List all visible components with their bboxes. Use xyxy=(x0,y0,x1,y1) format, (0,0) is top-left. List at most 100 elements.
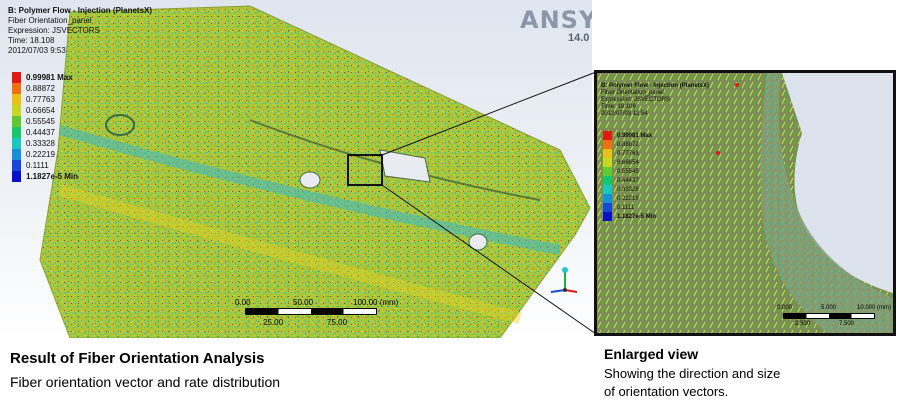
main-legend-swatch xyxy=(12,149,21,160)
enlarged-legend-label: 0.77763 xyxy=(617,150,639,157)
main-legend-label: 0.88872 xyxy=(26,84,55,93)
enlarged-legend-entry: 0.33328 xyxy=(603,185,639,194)
main-legend-entry: 0.55545 xyxy=(12,116,55,127)
ansys-version: 14.0 xyxy=(568,32,590,44)
enlarged-title: B: Polymer Flow - Injection (PlanetsX) xyxy=(601,83,710,89)
main-legend-label: 0.55545 xyxy=(26,117,55,126)
result-header: B: Polymer Flow - Injection (PlanetsX) F… xyxy=(8,6,152,56)
enlarged-legend-label: 0.1111 xyxy=(617,204,635,211)
main-legend-swatch xyxy=(12,171,21,182)
enlarged-legend-swatch xyxy=(603,203,612,212)
scale-bar-graphic xyxy=(245,308,377,315)
main-legend-entry: 0.88872 xyxy=(12,83,55,94)
scale-label-0: 0.00 xyxy=(235,298,251,307)
main-legend-swatch xyxy=(12,83,21,94)
enlarged-object-name: Fiber Orientation_panel xyxy=(601,90,664,96)
axis-triad-icon[interactable] xyxy=(545,262,585,302)
scale-label-100: 100.00 (mm) xyxy=(353,298,399,307)
main-legend-swatch xyxy=(12,138,21,149)
enlarged-legend-entry: 0.66654 xyxy=(603,158,639,167)
main-legend-entry: 0.1111 xyxy=(12,160,49,171)
enlarged-date: 2012/07/03 12:54 xyxy=(601,111,648,117)
enlarged-legend-swatch xyxy=(603,140,612,149)
main-legend-entry: 0.99981 Max xyxy=(12,72,73,83)
main-legend-swatch xyxy=(12,105,21,116)
enlarged-legend-label: 0.22219 xyxy=(617,195,639,202)
main-legend-label: 0.44437 xyxy=(26,128,55,137)
result-expression: Expression: JSVECTORS xyxy=(8,26,100,35)
enlarged-legend-entry: 0.1111 xyxy=(603,203,634,212)
enlarged-legend-entry: 0.44437 xyxy=(603,176,639,185)
enlarged-legend-swatch xyxy=(603,212,612,221)
enlarged-legend-entry: 0.55545 xyxy=(603,167,639,176)
enlarged-viewport[interactable]: B: Polymer Flow - Injection (PlanetsX) F… xyxy=(594,70,896,336)
enlarged-legend-swatch xyxy=(603,167,612,176)
enlarged-scale-graphic xyxy=(783,313,875,319)
enlarged-color-legend: 0.99981 Max 0.88872 0.77763 0.66654 0.55545 0… xyxy=(603,131,713,221)
enlarged-legend-swatch xyxy=(603,158,612,167)
enlarged-legend-swatch xyxy=(603,194,612,203)
result-date: 2012/07/03 9:53 xyxy=(8,46,66,55)
enlarged-legend-label: 1.1827e-5 Min xyxy=(617,213,657,220)
enlarged-legend-entry: 0.88872 xyxy=(603,140,639,149)
scale-bar: 0.00 50.00 100.00 (mm) 25.00 75.00 xyxy=(235,298,399,330)
scale-label-50: 50.00 xyxy=(293,298,314,307)
main-legend-swatch xyxy=(12,72,21,83)
enlarged-legend-swatch xyxy=(603,185,612,194)
enlarged-legend-swatch xyxy=(603,176,612,185)
result-time: Time: 18.108 xyxy=(8,36,55,45)
main-legend-entry: 0.77763 xyxy=(12,94,55,105)
enlarged-scale-label-5: 5.000 xyxy=(821,305,837,311)
main-legend-swatch xyxy=(12,127,21,138)
enlarged-legend-label: 0.55545 xyxy=(617,168,639,175)
main-legend-swatch xyxy=(12,160,21,171)
main-legend-label: 0.77763 xyxy=(26,95,55,104)
enlarged-expression: Expression: JSVECTORS xyxy=(601,97,670,103)
enlarged-legend-entry: 1.1827e-5 Min xyxy=(603,212,656,221)
enlarged-legend-label: 0.44437 xyxy=(617,177,639,184)
enlarged-scale-label-7-5: 7.500 xyxy=(839,321,855,327)
main-legend-entry: 0.66654 xyxy=(12,105,55,116)
main-legend-entry: 0.44437 xyxy=(12,127,55,138)
main-result-viewport[interactable]: B: Polymer Flow - Injection (PlanetsX) F… xyxy=(0,0,592,338)
right-caption-line2: of orientation vectors. xyxy=(604,384,729,399)
result-title: B: Polymer Flow - Injection (PlanetsX) xyxy=(8,6,153,15)
main-legend-label: 1.1827e-5 Min xyxy=(26,172,79,181)
main-legend-swatch xyxy=(12,94,21,105)
enlarged-scale-label-0: 0.000 xyxy=(777,305,793,311)
enlarged-scale-label-10: 10.000 (mm) xyxy=(857,305,892,311)
main-legend-label: 0.33328 xyxy=(26,139,55,148)
main-legend-entry: 0.33328 xyxy=(12,138,55,149)
enlarged-legend-swatch xyxy=(603,131,612,140)
enlarged-scale-label-2-5: 2.500 xyxy=(795,321,811,327)
enlarged-legend-label: 0.66654 xyxy=(617,159,639,166)
main-legend-entry: 0.22219 xyxy=(12,149,55,160)
main-legend-swatch xyxy=(12,116,21,127)
enlarged-time: Time: 18.108 xyxy=(601,104,636,110)
enlarged-header: B: Polymer Flow - Injection (PlanetsX) F… xyxy=(601,83,709,118)
enlarged-legend-label: 0.88872 xyxy=(617,141,639,148)
enlarged-legend-label: 0.99981 Max xyxy=(617,132,653,139)
enlarged-render xyxy=(597,73,893,333)
main-legend-label: 0.22219 xyxy=(26,150,55,159)
right-caption-line1: Showing the direction and size xyxy=(604,366,781,381)
enlarged-legend-entry: 0.22219 xyxy=(603,194,639,203)
main-legend-entry: 1.1827e-5 Min xyxy=(12,171,78,182)
enlarged-legend-swatch xyxy=(603,149,612,158)
ansys-logo: ANSYS xyxy=(520,6,592,34)
right-caption-title: Enlarged view xyxy=(604,346,699,362)
result-object-name: Fiber Orientation_panel xyxy=(8,16,92,25)
color-legend: 0.99981 Max 0.88872 0.77763 0.66654 0.55545 0… xyxy=(12,72,132,182)
main-legend-label: 0.99981 Max xyxy=(26,73,73,82)
left-caption-title: Result of Fiber Orientation Analysis xyxy=(10,350,265,367)
left-caption-subtitle: Fiber orientation vector and rate distri… xyxy=(10,374,281,390)
main-legend-label: 0.66654 xyxy=(26,106,55,115)
enlarged-legend-label: 0.33328 xyxy=(617,186,639,193)
enlarged-scale-bar: 0.000 5.000 10.000 (mm) 2.500 7.500 xyxy=(777,305,891,333)
enlarged-legend-entry: 0.77763 xyxy=(603,149,639,158)
scale-label-25: 25.00 xyxy=(263,318,284,327)
enlarged-legend-entry: 0.99981 Max xyxy=(603,131,652,140)
main-legend-label: 0.1111 xyxy=(26,161,49,170)
part-render xyxy=(39,5,591,338)
